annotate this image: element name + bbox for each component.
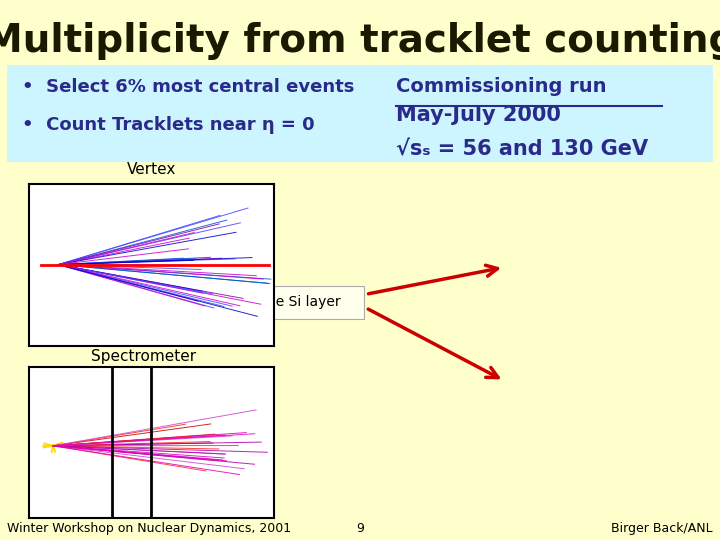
FancyBboxPatch shape bbox=[212, 286, 364, 319]
Text: Winter Workshop on Nuclear Dynamics, 2001: Winter Workshop on Nuclear Dynamics, 200… bbox=[7, 522, 292, 535]
Text: Spectrometer: Spectrometer bbox=[91, 349, 197, 364]
FancyBboxPatch shape bbox=[382, 65, 713, 162]
Text: 9: 9 bbox=[356, 522, 364, 535]
Text: Birger Back/ANL: Birger Back/ANL bbox=[611, 522, 713, 535]
FancyBboxPatch shape bbox=[7, 65, 382, 162]
Text: Multiplicity from tracklet counting: Multiplicity from tracklet counting bbox=[0, 22, 720, 59]
Text: √sₛ = 56 and 130 GeV: √sₛ = 56 and 130 GeV bbox=[396, 139, 648, 159]
Text: •  Count Tracklets near η = 0: • Count Tracklets near η = 0 bbox=[22, 116, 314, 134]
Text: Commissioning run: Commissioning run bbox=[396, 77, 606, 96]
Text: May-July 2000: May-July 2000 bbox=[396, 105, 561, 125]
Text: Vertex: Vertex bbox=[127, 162, 176, 177]
Text: •  Select 6% most central events: • Select 6% most central events bbox=[22, 78, 354, 96]
Text: Double Si layer: Double Si layer bbox=[235, 295, 341, 309]
